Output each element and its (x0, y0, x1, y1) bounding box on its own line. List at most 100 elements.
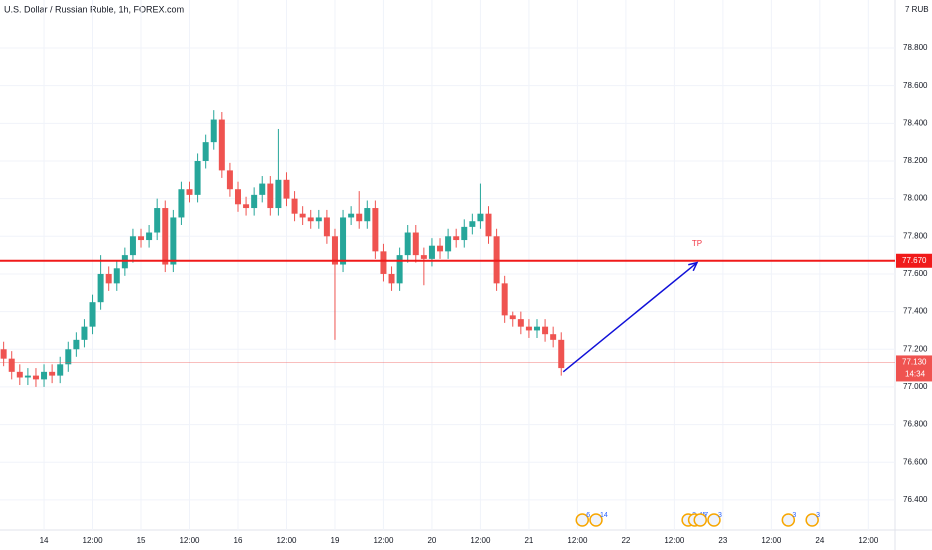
event-icon (693, 513, 707, 527)
candle-body (517, 319, 524, 327)
candle-body (194, 160, 201, 195)
candle-body (299, 213, 306, 218)
y-tick-label: 77.400 (903, 307, 928, 316)
candle-body (73, 339, 80, 350)
candle-body (162, 208, 169, 265)
x-tick-label: 15 (137, 536, 146, 545)
candle-body (380, 251, 387, 274)
x-tick-label: 22 (621, 536, 630, 545)
candle-body (251, 194, 258, 209)
y-tick-label: 77.600 (903, 269, 928, 278)
y-tick-label: 78.200 (903, 156, 928, 165)
x-tick-label: 12:00 (664, 536, 685, 545)
candle-body (97, 273, 104, 303)
candle-body (477, 213, 484, 222)
arrow-line (562, 262, 698, 373)
candle-body (57, 364, 64, 376)
candle-body (275, 179, 282, 209)
event-count: 3 (816, 512, 820, 519)
candle-body (234, 189, 241, 205)
arrow-head (688, 261, 699, 272)
candle-body (291, 198, 298, 214)
candle-body (437, 245, 444, 252)
event-count: 6 (586, 512, 590, 519)
candle-body (41, 371, 48, 380)
y-tick-label: 78.600 (903, 81, 928, 90)
candle-body (364, 208, 371, 222)
candle-body (356, 213, 363, 222)
candle-body (461, 226, 468, 241)
x-tick-label: 12:00 (858, 536, 879, 545)
event-count: 3 (792, 512, 796, 519)
y-tick-label: 77.000 (903, 382, 928, 391)
candle-body (178, 189, 185, 218)
chart-title: U.S. Dollar / Russian Ruble, 1h, FOREX.c… (4, 4, 184, 14)
candle-body (501, 283, 508, 316)
candle-body (49, 371, 56, 376)
level-label-box (896, 253, 932, 268)
candle-body (0, 349, 7, 359)
event-icon (707, 513, 721, 527)
x-tick-label: 16 (234, 536, 243, 545)
candle-body (283, 179, 290, 199)
x-tick-label: 12:00 (276, 536, 297, 545)
candle-body (65, 349, 72, 365)
y-tick-label: 76.600 (903, 457, 928, 466)
candle-body (146, 232, 153, 241)
x-tick-label: 21 (524, 536, 533, 545)
x-tick-label: 12:00 (179, 536, 200, 545)
candle-body (226, 170, 233, 190)
candle-body (105, 273, 112, 284)
candle-body (420, 255, 427, 259)
candle-body (404, 232, 411, 256)
candle-body (331, 236, 338, 265)
candle-body (8, 358, 15, 372)
y-tick-label: 76.800 (903, 420, 928, 429)
candle-body (396, 255, 403, 284)
candle-body (259, 183, 266, 195)
annotation: TP (692, 239, 702, 248)
candle-body (509, 315, 516, 320)
y-tick-label: 77.200 (903, 344, 928, 353)
candle-body (89, 302, 96, 327)
x-tick-label: 23 (718, 536, 727, 545)
event-icon (781, 513, 796, 527)
candle-body (542, 326, 549, 335)
candle-body (412, 232, 419, 256)
candle-body (372, 208, 379, 252)
candle-body (81, 326, 88, 340)
candle-body (485, 213, 492, 237)
x-tick-label: 12:00 (373, 536, 394, 545)
candle-body (32, 375, 39, 380)
last-price-box (896, 355, 932, 382)
candle-body (267, 183, 274, 209)
x-tick-label: 12:00 (567, 536, 588, 545)
candle-body (113, 268, 120, 284)
candle-body (388, 273, 395, 284)
candle-body (243, 204, 250, 209)
candle-body (186, 189, 193, 195)
candle-body (170, 217, 177, 265)
event-icon (589, 513, 603, 527)
candle-body (210, 119, 217, 143)
candle-body (534, 326, 540, 331)
x-tick-label: 14 (40, 536, 49, 545)
event-count: 14 (600, 512, 608, 519)
candle-body (16, 371, 23, 378)
y-tick-label: 76.400 (903, 495, 928, 504)
candle-body (558, 339, 565, 369)
event-icon (575, 513, 590, 527)
candle-body (154, 208, 161, 233)
x-tick-label: 12:00 (83, 536, 104, 545)
event-count: 7 (704, 512, 708, 519)
candle-body (323, 217, 330, 237)
y-tick-label: 77.800 (903, 231, 928, 240)
candle-body (550, 334, 557, 340)
candle-body (340, 217, 347, 265)
countdown-label: 14:34 (905, 370, 926, 379)
x-tick-label: 20 (427, 536, 436, 545)
candle-body (138, 236, 145, 241)
candle-body (202, 142, 209, 161)
level-label: 77.670 (902, 256, 927, 265)
